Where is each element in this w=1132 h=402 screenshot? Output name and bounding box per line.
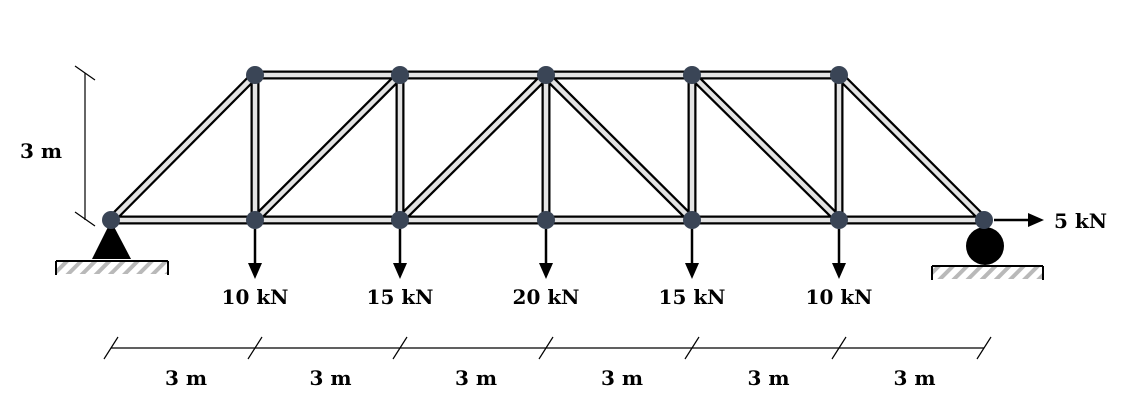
horizontal-load: 5 kN	[994, 209, 1107, 233]
truss-joint	[683, 66, 701, 84]
span-dimensions: 3 m 3 m 3 m 3 m 3 m 3 m	[103, 336, 992, 390]
truss-member-diagonal	[396, 71, 550, 224]
truss-joint	[391, 66, 409, 84]
truss-member-diagonal	[251, 71, 404, 224]
span-label: 3 m	[747, 366, 789, 390]
load-arrow: 20 kN	[513, 229, 580, 309]
truss-joint	[830, 66, 848, 84]
load-arrow: 15 kN	[367, 229, 434, 309]
load-label: 15 kN	[659, 285, 726, 309]
truss-member-end-post	[107, 71, 259, 224]
span-label: 3 m	[165, 366, 207, 390]
dimension-tick	[247, 336, 263, 360]
load-arrow: 15 kN	[659, 229, 726, 309]
truss-members	[107, 70, 988, 225]
horizontal-load-label: 5 kN	[1054, 209, 1107, 233]
truss-joint	[975, 211, 993, 229]
height-dimension: 3 m	[20, 65, 96, 227]
roller-support	[931, 227, 1044, 280]
span-label: 3 m	[309, 366, 351, 390]
truss-joint	[683, 211, 701, 229]
load-arrow: 10 kN	[222, 229, 289, 309]
load-label: 10 kN	[222, 285, 289, 309]
dimension-tick	[684, 336, 700, 360]
dimension-tick	[392, 336, 408, 360]
truss-joint	[537, 66, 555, 84]
truss-member-diagonal	[688, 71, 843, 224]
span-label: 3 m	[601, 366, 643, 390]
dimension-tick	[976, 336, 992, 360]
pin-support	[55, 221, 169, 275]
truss-joint	[102, 211, 120, 229]
load-label: 15 kN	[367, 285, 434, 309]
height-label: 3 m	[20, 139, 62, 163]
truss-member-end-post	[835, 71, 988, 224]
dimension-tick	[831, 336, 847, 360]
load-label: 10 kN	[806, 285, 873, 309]
vertical-loads: 10 kN 15 kN 20 kN 15 kN 10 kN	[222, 229, 873, 309]
truss-joint	[246, 66, 264, 84]
load-label: 20 kN	[513, 285, 580, 309]
load-arrow: 10 kN	[806, 229, 873, 309]
span-label: 3 m	[455, 366, 497, 390]
dimension-tick	[103, 336, 119, 360]
truss-joint	[830, 211, 848, 229]
truss-member-diagonal	[542, 71, 696, 224]
truss-joint	[246, 211, 264, 229]
dimension-tick	[538, 336, 554, 360]
truss-joint	[537, 211, 555, 229]
truss-joints	[102, 66, 993, 229]
truss-joint	[391, 211, 409, 229]
span-label: 3 m	[893, 366, 935, 390]
